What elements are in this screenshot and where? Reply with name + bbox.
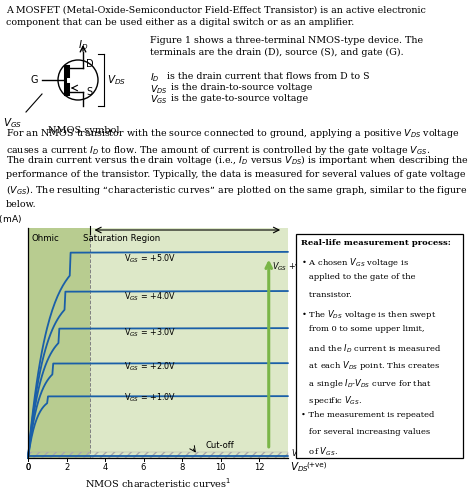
Text: • The measurement is repeated: • The measurement is repeated <box>301 411 434 419</box>
Text: 4: 4 <box>102 463 108 472</box>
Text: $V_{GS}$: $V_{GS}$ <box>150 94 167 106</box>
Text: G: G <box>30 75 38 85</box>
Text: S: S <box>86 87 92 97</box>
Text: Cut-off: Cut-off <box>205 441 234 450</box>
Text: at each $V_{DS}$ point. This creates: at each $V_{DS}$ point. This creates <box>301 359 440 372</box>
Bar <box>28 228 90 458</box>
Text: $V_{DS}$: $V_{DS}$ <box>150 83 167 95</box>
Text: a single $I_D$-$V_{DS}$ curve for that: a single $I_D$-$V_{DS}$ curve for that <box>301 377 432 390</box>
Text: V$_{GS}$ = +2.0V: V$_{GS}$ = +2.0V <box>124 360 177 373</box>
Text: 10: 10 <box>215 463 226 472</box>
Text: Ohmic: Ohmic <box>32 234 60 243</box>
Text: • The $V_{DS}$ voltage is then swept: • The $V_{DS}$ voltage is then swept <box>301 308 436 321</box>
Text: and the $I_D$ current is measured: and the $I_D$ current is measured <box>301 342 441 355</box>
Text: (+ve): (+ve) <box>306 462 326 469</box>
Text: $V_{GS}$ +ve: $V_{GS}$ +ve <box>272 261 306 273</box>
Bar <box>28 228 288 458</box>
Text: NMOS symbol: NMOS symbol <box>48 126 120 135</box>
Text: D: D <box>86 59 94 69</box>
Text: transistor.: transistor. <box>301 291 352 299</box>
Text: V$_{GS}$ = +5.0V: V$_{GS}$ = +5.0V <box>124 252 177 265</box>
Text: $V_{GS}$: $V_{GS}$ <box>3 116 22 130</box>
Text: Saturation Region: Saturation Region <box>83 234 160 243</box>
Text: of $V_{GS}$.: of $V_{GS}$. <box>301 445 338 458</box>
Text: 6: 6 <box>141 463 146 472</box>
Text: 0: 0 <box>25 463 30 472</box>
Text: For an NMOS transistor with the source connected to ground, applying a positive : For an NMOS transistor with the source c… <box>6 127 460 157</box>
Text: for several increasing values: for several increasing values <box>301 428 430 436</box>
Text: 2: 2 <box>64 463 69 472</box>
Text: V$_{GS}$ = +4.0V: V$_{GS}$ = +4.0V <box>124 290 177 303</box>
Text: The drain current versus the drain voltage (i.e., $I_D$ versus $V_{DS}$) is impo: The drain current versus the drain volta… <box>6 153 469 209</box>
Text: from 0 to some upper limit,: from 0 to some upper limit, <box>301 325 424 333</box>
Text: $I_D$: $I_D$ <box>78 38 88 52</box>
Text: $I_D$: $I_D$ <box>150 72 159 84</box>
Text: $I_D$(mA): $I_D$(mA) <box>0 214 22 227</box>
Text: Figure 1 shows a three-terminal NMOS-type device. The
terminals are the drain (D: Figure 1 shows a three-terminal NMOS-typ… <box>150 36 423 57</box>
Text: 12: 12 <box>254 463 265 472</box>
Text: 0: 0 <box>25 463 30 472</box>
Text: applied to the gate of the: applied to the gate of the <box>301 273 416 281</box>
Text: $V_{GS}$ = 0: $V_{GS}$ = 0 <box>291 448 323 460</box>
Bar <box>296 234 463 458</box>
Text: 8: 8 <box>179 463 185 472</box>
Text: specific $V_{GS}$.: specific $V_{GS}$. <box>301 394 362 407</box>
Text: NMOS characteristic curves$^1$: NMOS characteristic curves$^1$ <box>85 476 231 490</box>
Text: V$_{GS}$ = +3.0V: V$_{GS}$ = +3.0V <box>124 326 177 339</box>
Text: $V_{DS}$: $V_{DS}$ <box>107 73 126 87</box>
Bar <box>28 452 288 458</box>
Text: is the drain current that flows from D to S: is the drain current that flows from D t… <box>164 72 370 81</box>
Text: is the gate-to-source voltage: is the gate-to-source voltage <box>168 94 308 103</box>
Text: V$_{GS}$ = +1.0V: V$_{GS}$ = +1.0V <box>124 392 177 405</box>
Text: A MOSFET (Metal-Oxide-Semiconductor Field-Effect Transistor) is an active electr: A MOSFET (Metal-Oxide-Semiconductor Fiel… <box>6 6 426 27</box>
Text: • A chosen $V_{GS}$ voltage is: • A chosen $V_{GS}$ voltage is <box>301 256 409 269</box>
Text: $V_{DS}$: $V_{DS}$ <box>290 460 309 474</box>
Text: is the drain-to-source voltage: is the drain-to-source voltage <box>168 83 312 92</box>
Text: Real-life measurement process:: Real-life measurement process: <box>301 239 451 247</box>
